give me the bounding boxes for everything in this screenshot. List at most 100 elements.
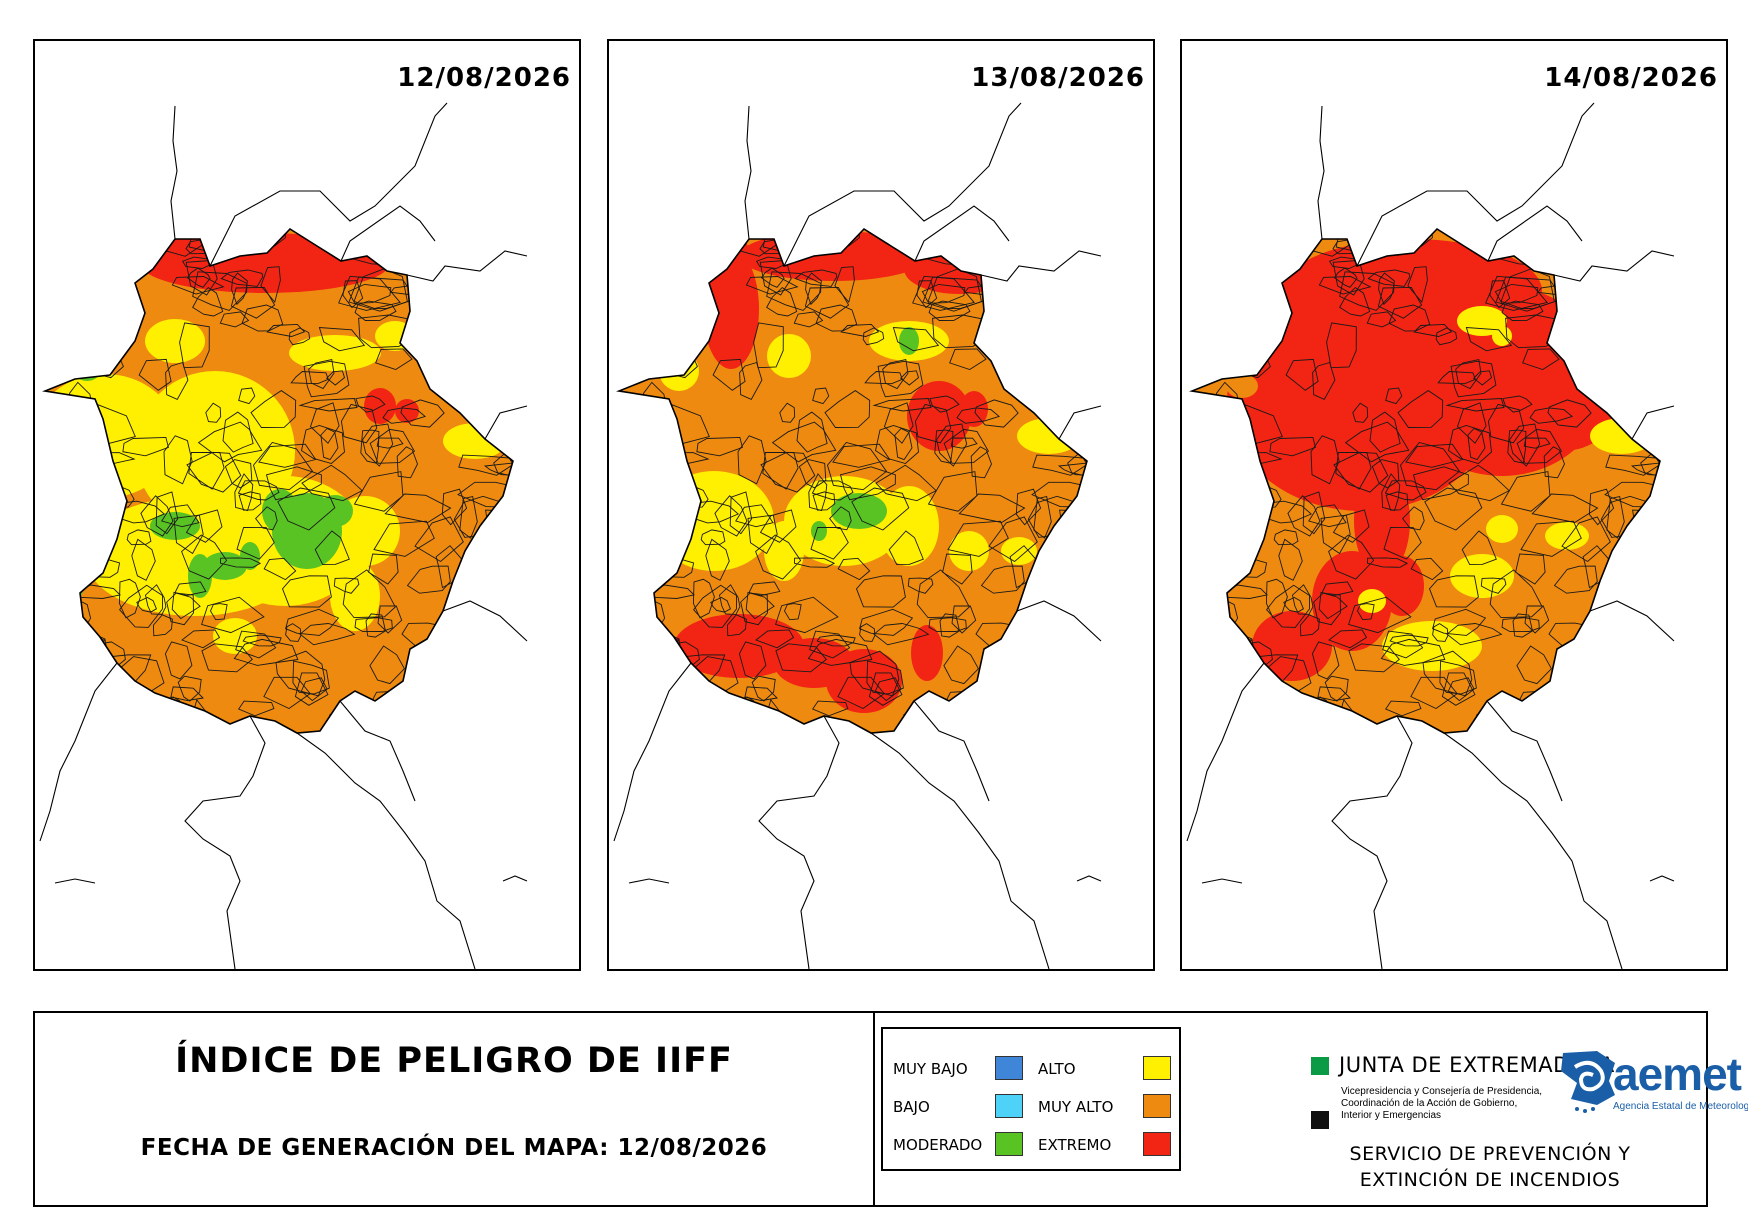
- municipal-border: [368, 553, 399, 585]
- municipal-border: [59, 266, 103, 281]
- municipal-border: [892, 327, 940, 352]
- legend-label-bajo: BAJO: [893, 1098, 930, 1116]
- legend: MUY BAJO BAJO MODERADO ALTO MUY ALTO EXT…: [881, 1027, 1181, 1171]
- municipal-border: [201, 643, 253, 673]
- municipal-border: [1455, 358, 1482, 390]
- municipal-border: [1605, 352, 1638, 381]
- municipal-border: [1638, 320, 1656, 340]
- municipal-border: [726, 614, 747, 637]
- municipal-border: [1333, 451, 1389, 493]
- municipal-border: [1033, 495, 1052, 539]
- municipal-border: [1502, 395, 1533, 413]
- municipal-border: [1318, 591, 1348, 620]
- neighbor-boundary: [913, 700, 990, 802]
- municipal-border: [1405, 443, 1464, 468]
- danger-patch: [262, 489, 298, 533]
- danger-patch: [911, 625, 943, 681]
- municipal-border: [619, 636, 680, 652]
- service-line2: EXTINCIÓN DE INCENDIOS: [1359, 1169, 1621, 1191]
- municipal-border: [285, 608, 340, 636]
- municipal-border: [1032, 454, 1087, 476]
- municipal-border: [1601, 598, 1630, 625]
- municipal-border: [164, 641, 193, 680]
- municipal-border: [458, 454, 513, 476]
- municipal-border: [824, 390, 871, 428]
- municipal-border: [1432, 608, 1487, 636]
- municipal-border: [798, 459, 827, 489]
- municipal-border: [294, 672, 329, 706]
- municipal-border: [744, 686, 778, 702]
- danger-patch: [960, 391, 988, 427]
- municipal-border: [1605, 454, 1660, 476]
- municipal-border: [696, 436, 743, 457]
- legend-swatch-extremo: [1143, 1132, 1171, 1156]
- municipal-border: [1227, 443, 1251, 466]
- municipal-border: [454, 598, 483, 625]
- municipal-border: [299, 623, 356, 646]
- neighbor-boundary: [502, 875, 528, 882]
- municipal-border: [1561, 516, 1611, 563]
- municipal-border: [980, 565, 1025, 594]
- municipal-border: [236, 526, 275, 560]
- municipal-border: [1344, 421, 1410, 463]
- municipal-border: [118, 578, 141, 619]
- municipal-border: [929, 395, 960, 413]
- legend-label-alto: ALTO: [1038, 1060, 1076, 1078]
- municipal-border: [1384, 480, 1427, 501]
- municipal-border: [418, 247, 467, 281]
- municipal-border: [98, 695, 149, 733]
- municipal-border: [874, 677, 902, 702]
- municipal-border: [377, 605, 403, 634]
- municipal-border: [751, 675, 776, 702]
- danger-patch: [703, 249, 759, 369]
- danger-patch: [330, 561, 380, 631]
- municipal-border: [815, 304, 858, 332]
- danger-patch: [1312, 551, 1392, 651]
- municipal-border: [1524, 605, 1550, 634]
- municipal-border: [1324, 675, 1349, 702]
- municipal-border: [737, 435, 767, 485]
- danger-patch: [674, 614, 804, 678]
- municipal-border: [738, 641, 767, 680]
- danger-patch: [1380, 556, 1424, 616]
- municipal-border: [868, 672, 903, 706]
- municipal-border: [126, 529, 152, 546]
- neighbor-boundary: [1443, 732, 1623, 969]
- municipal-border: [107, 699, 147, 715]
- municipal-border: [1424, 487, 1483, 531]
- municipal-border: [807, 638, 873, 666]
- municipal-border: [766, 287, 798, 317]
- municipal-border: [241, 304, 284, 332]
- junta-black-square: [1311, 1111, 1329, 1129]
- municipal-border: [747, 514, 778, 555]
- neighbor-boundary: [184, 715, 266, 969]
- municipal-border: [469, 229, 510, 256]
- legend-swatch-alto: [1143, 1056, 1171, 1080]
- municipal-border: [1410, 676, 1458, 710]
- municipal-border: [633, 266, 677, 281]
- municipal-border: [988, 516, 1038, 563]
- municipal-border: [220, 269, 264, 287]
- municipal-border: [68, 672, 107, 708]
- municipal-border: [900, 370, 920, 386]
- municipal-border: [1328, 629, 1368, 649]
- municipal-border: [1489, 569, 1543, 619]
- municipal-border: [1382, 630, 1424, 659]
- municipal-border: [161, 504, 200, 528]
- municipal-border: [1254, 707, 1311, 733]
- municipal-border: [89, 278, 135, 317]
- municipal-border: [1642, 661, 1660, 685]
- municipal-border: [882, 358, 909, 390]
- municipal-border: [355, 395, 386, 413]
- municipal-border: [186, 451, 242, 493]
- municipal-border: [192, 271, 248, 311]
- municipal-border: [1441, 672, 1476, 706]
- municipal-border: [766, 271, 822, 311]
- danger-patch: [764, 521, 804, 581]
- municipal-border: [1501, 300, 1544, 321]
- municipal-border: [197, 421, 263, 463]
- municipal-border: [714, 495, 748, 537]
- municipal-border: [342, 569, 396, 619]
- municipal-border: [849, 650, 900, 697]
- municipal-border: [811, 480, 854, 501]
